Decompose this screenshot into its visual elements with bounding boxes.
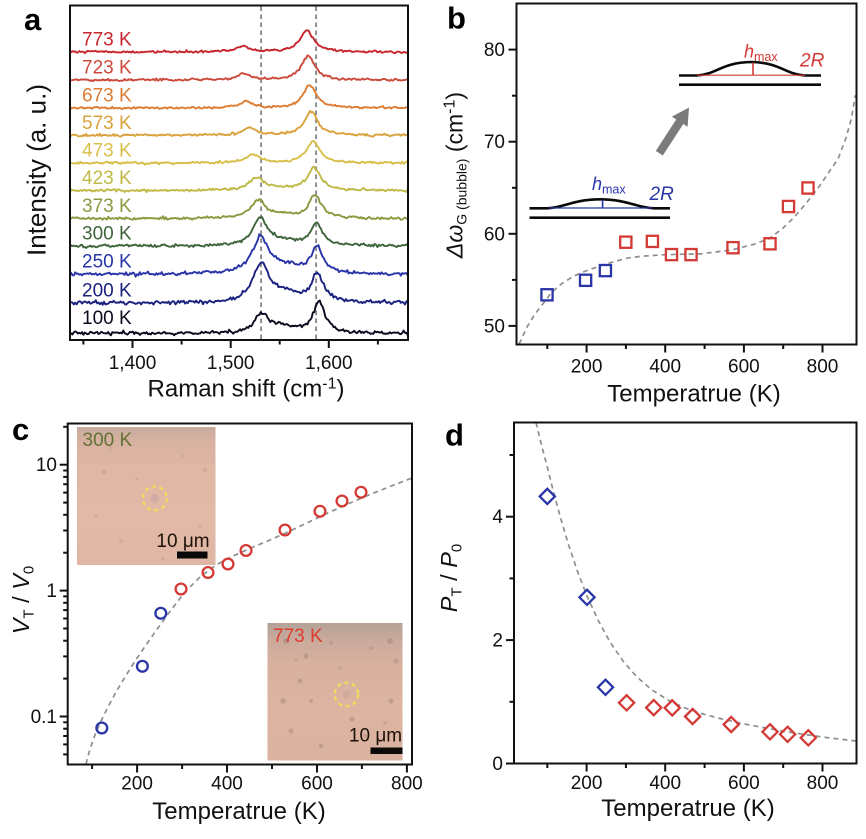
svg-text:b: b xyxy=(447,1,466,36)
svg-text:600: 600 xyxy=(728,773,760,794)
svg-text:200: 200 xyxy=(121,774,153,795)
svg-text:800: 800 xyxy=(391,774,423,795)
svg-text:2: 2 xyxy=(492,631,503,652)
svg-text:VT / V0: VT / V0 xyxy=(8,566,38,634)
svg-text:10 μm: 10 μm xyxy=(156,531,209,552)
svg-text:800: 800 xyxy=(807,357,839,378)
svg-text:2R: 2R xyxy=(799,51,825,72)
svg-text:773 K: 773 K xyxy=(82,30,132,51)
svg-text:600: 600 xyxy=(301,774,333,795)
svg-text:d: d xyxy=(445,418,464,453)
svg-text:60: 60 xyxy=(484,224,505,245)
svg-text:Temperatrue (K): Temperatrue (K) xyxy=(601,795,774,822)
svg-text:c: c xyxy=(12,412,29,447)
svg-text:673 K: 673 K xyxy=(82,86,132,107)
svg-text:80: 80 xyxy=(484,40,505,61)
svg-text:200 K: 200 K xyxy=(82,280,132,301)
svg-text:Intensity (a. u.): Intensity (a. u.) xyxy=(22,84,52,256)
svg-text:300 K: 300 K xyxy=(82,224,132,245)
svg-text:423 K: 423 K xyxy=(82,168,132,189)
svg-text:573 K: 573 K xyxy=(82,113,132,134)
svg-text:1,600: 1,600 xyxy=(305,353,353,374)
svg-text:PT / P0: PT / P0 xyxy=(436,544,466,612)
svg-text:200: 200 xyxy=(571,357,603,378)
svg-text:200: 200 xyxy=(571,773,603,794)
svg-text:10: 10 xyxy=(36,455,57,476)
svg-text:50: 50 xyxy=(484,316,505,337)
svg-text:1,500: 1,500 xyxy=(207,353,255,374)
svg-text:Temperatrue (K): Temperatrue (K) xyxy=(152,798,325,825)
svg-text:250 K: 250 K xyxy=(82,252,132,273)
svg-text:600: 600 xyxy=(728,357,760,378)
svg-text:723 K: 723 K xyxy=(82,58,132,79)
svg-text:0: 0 xyxy=(492,754,503,775)
svg-text:473 K: 473 K xyxy=(82,141,132,162)
svg-text:1,400: 1,400 xyxy=(109,353,157,374)
svg-text:400: 400 xyxy=(649,357,681,378)
svg-text:0.1: 0.1 xyxy=(31,707,57,728)
svg-text:Raman shift (cm-1): Raman shift (cm-1) xyxy=(148,376,345,403)
svg-text:10 μm: 10 μm xyxy=(349,726,402,747)
svg-text:ΔωG (bubble) (cm-1): ΔωG (bubble) (cm-1) xyxy=(442,92,470,259)
svg-text:800: 800 xyxy=(807,773,839,794)
svg-text:a: a xyxy=(24,2,42,37)
svg-text:400: 400 xyxy=(649,773,681,794)
svg-text:400: 400 xyxy=(211,774,243,795)
svg-text:300 K: 300 K xyxy=(83,430,133,451)
svg-text:1: 1 xyxy=(46,581,57,602)
svg-text:100 K: 100 K xyxy=(82,308,132,329)
svg-text:773 K: 773 K xyxy=(273,626,323,647)
svg-text:Temperatrue (K): Temperatrue (K) xyxy=(607,381,780,408)
svg-text:2R: 2R xyxy=(649,184,675,205)
svg-text:4: 4 xyxy=(492,507,503,528)
svg-text:70: 70 xyxy=(484,132,505,153)
svg-text:373 K: 373 K xyxy=(82,196,132,217)
